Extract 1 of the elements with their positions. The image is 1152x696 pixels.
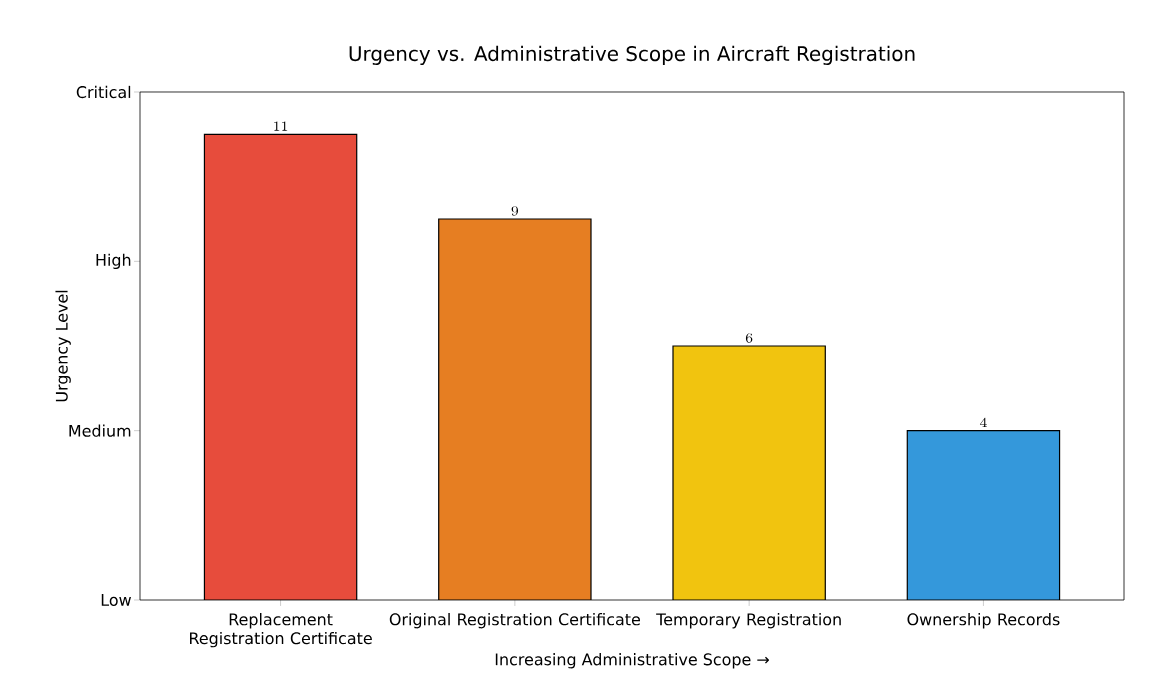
- chart-title: Urgency vs. Administrative Scope in Aircraft Registration: [349, 45, 915, 66]
